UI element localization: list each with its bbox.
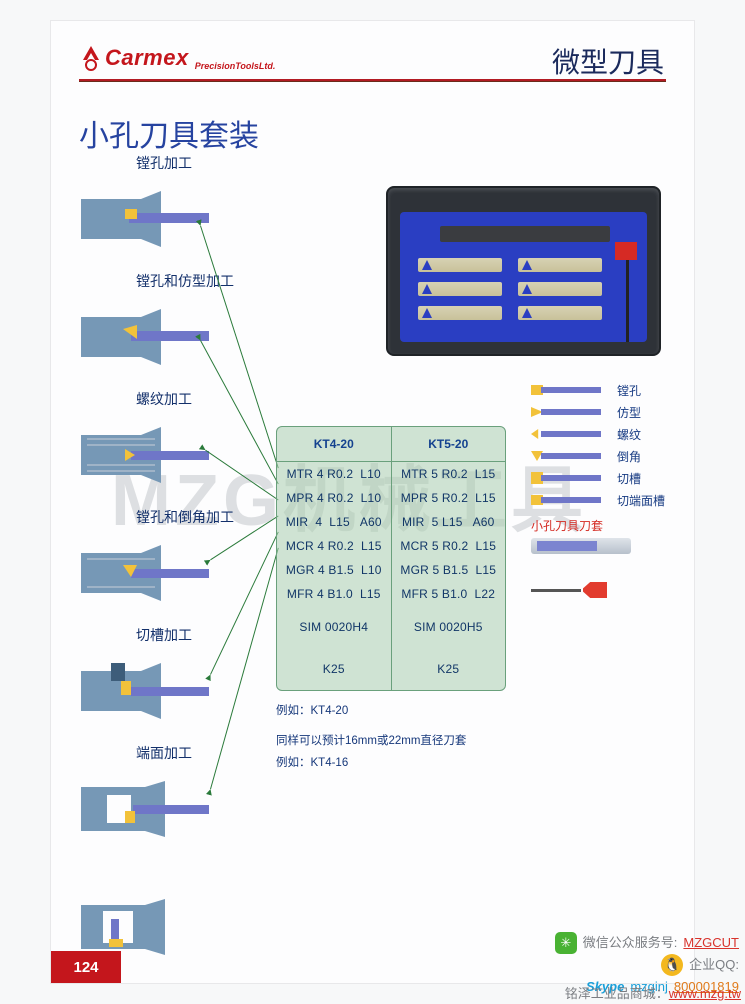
spec-col: MTR 4 R0.2 L10 MPR 4 R0.2 L10 MIR 4 L15 … — [277, 462, 391, 690]
tool-label: 镗孔和倒角加工 — [136, 507, 234, 527]
note-line: 例如：KT4-16 — [276, 753, 466, 775]
tool-boring: 镗孔加工 — [81, 171, 251, 259]
type-row: 螺纹 — [531, 423, 681, 445]
type-label: 切端面槽 — [617, 492, 665, 509]
page-header: Carmex PrecisionToolsLtd. 微型刀具 — [51, 21, 694, 91]
spec-cell: MCR 5 R0.2 L15 — [392, 534, 506, 558]
wechat-label: 微信公众服务号: — [583, 932, 678, 954]
page-number: 124 — [51, 951, 121, 983]
brand-logo: Carmex PrecisionToolsLtd. — [81, 45, 275, 71]
spec-table: KT4-20 KT5-20 MTR 4 R0.2 L10 MPR 4 R0.2 … — [276, 426, 506, 691]
tool-profiling: 镗孔和仿型加工 — [81, 289, 251, 377]
logo-text: Carmex — [105, 45, 189, 71]
spec-cell: SIM 0020H5 — [392, 606, 506, 648]
wechat-icon: ✳ — [555, 932, 577, 954]
type-label: 镗孔 — [617, 382, 641, 399]
spec-cell: MPR 4 R0.2 L10 — [277, 486, 391, 510]
product-photo — [386, 186, 661, 356]
spec-cell: MTR 4 R0.2 L10 — [277, 462, 391, 486]
spec-header: KT4-20 — [277, 427, 391, 462]
spec-cell: MTR 5 R0.2 L15 — [392, 462, 506, 486]
mini-wrench-icon — [531, 582, 681, 598]
qq-label: 企业QQ: — [689, 954, 739, 976]
spec-cell: MFR 4 B1.0 L15 — [277, 582, 391, 606]
note-line: 例如：KT4-20 — [276, 701, 466, 723]
spec-header-row: KT4-20 KT5-20 — [277, 427, 505, 462]
type-row: 镗孔 — [531, 379, 681, 401]
footer-text: 铭泽工业品商城： — [565, 986, 669, 1001]
tool-facing: 端面加工 — [81, 761, 251, 849]
tool-sleeve — [531, 538, 631, 554]
tool-grooving: 切槽加工 — [81, 643, 251, 731]
spec-cell: MIR 4 L15 A60 — [277, 510, 391, 534]
wechat-link[interactable]: MZGCUT — [683, 932, 739, 954]
spec-cell: MIR 5 L15 A60 — [392, 510, 506, 534]
tool-diagrams: 镗孔加工 镗孔和仿型加工 螺纹加工 镗孔 — [81, 171, 271, 967]
type-row: 仿型 — [531, 401, 681, 423]
tool-chamfer: 镗孔和倒角加工 — [81, 525, 251, 613]
tool-threading: 螺纹加工 — [81, 407, 251, 495]
type-row: 倒角 — [531, 445, 681, 467]
tool-sleeve-title: 小孔刀具刀套 — [531, 517, 681, 534]
tool-label: 镗孔加工 — [136, 153, 192, 173]
note-line: 同样可以预计16mm或22mm直径刀套 — [276, 731, 466, 753]
header-rule — [79, 79, 666, 82]
spec-col: MTR 5 R0.2 L15 MPR 5 R0.2 L15 MIR 5 L15 … — [391, 462, 506, 690]
spec-cell: MFR 5 B1.0 L22 — [392, 582, 506, 606]
logo-subtext: PrecisionToolsLtd. — [195, 61, 276, 71]
tool-type-list: 镗孔 仿型 螺纹 倒角 切槽 切端面槽 小孔刀具刀套 — [531, 379, 681, 598]
qq-icon: 🐧 — [661, 954, 683, 976]
type-label: 倒角 — [617, 448, 641, 465]
tool-label: 端面加工 — [136, 743, 192, 763]
spec-cell: MPR 5 R0.2 L15 — [392, 486, 506, 510]
spec-notes: 例如：KT4-20 同样可以预计16mm或22mm直径刀套 例如：KT4-16 — [276, 701, 466, 775]
spec-cell: MGR 4 B1.5 L10 — [277, 558, 391, 582]
footer-line: 铭泽工业品商城：www.mzg.tw — [565, 983, 741, 1002]
spec-cell: MGR 5 B1.5 L15 — [392, 558, 506, 582]
header-category: 微型刀具 — [552, 41, 664, 81]
type-row: 切端面槽 — [531, 489, 681, 511]
footer-url[interactable]: www.mzg.tw — [669, 986, 741, 1001]
spec-cell: SIM 0020H4 — [277, 606, 391, 648]
tool-label: 螺纹加工 — [136, 389, 192, 409]
spec-header: KT5-20 — [391, 427, 506, 462]
spec-cell: K25 — [277, 648, 391, 690]
type-row: 切槽 — [531, 467, 681, 489]
type-label: 切槽 — [617, 470, 641, 487]
logo-icon — [81, 45, 101, 71]
tool-label: 切槽加工 — [136, 625, 192, 645]
catalog-page: Carmex PrecisionToolsLtd. 微型刀具 小孔刀具套装 MZ… — [50, 20, 695, 984]
tool-label: 镗孔和仿型加工 — [136, 271, 234, 291]
type-label: 螺纹 — [617, 426, 641, 443]
type-label: 仿型 — [617, 404, 641, 421]
page-title: 小孔刀具套装 — [79, 111, 259, 155]
spec-cell: MCR 4 R0.2 L15 — [277, 534, 391, 558]
spec-cell: K25 — [392, 648, 506, 690]
